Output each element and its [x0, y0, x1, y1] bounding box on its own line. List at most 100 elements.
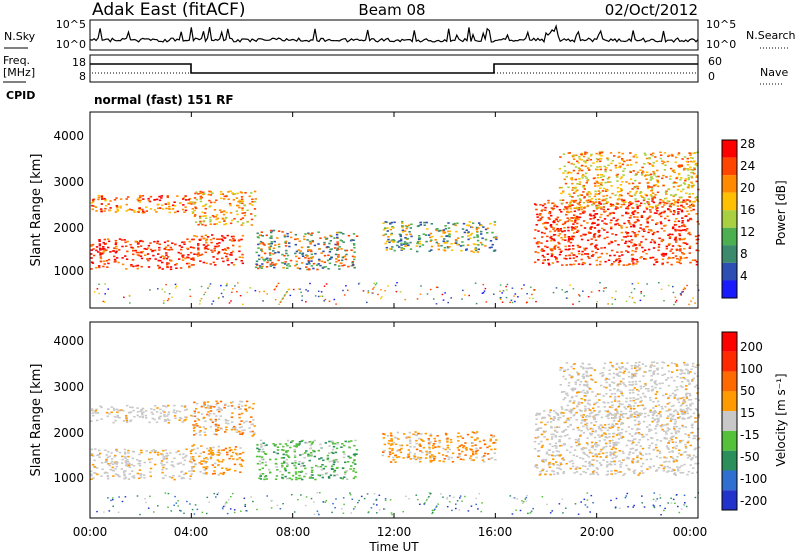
- scatter-cell: [598, 202, 601, 205]
- scatter-cell: [192, 470, 196, 472]
- scatter-cell: [589, 218, 592, 220]
- scatter-cell: [568, 460, 571, 463]
- ground-scatter-cell: [481, 292, 484, 294]
- scatter-cell: [221, 249, 225, 251]
- scatter-cell: [205, 239, 208, 242]
- scatter-cell: [126, 240, 129, 243]
- scatter-cell: [269, 257, 272, 260]
- scatter-cell: [548, 411, 552, 413]
- scatter-cell: [149, 451, 152, 454]
- scatter-cell: [324, 465, 327, 468]
- scatter-cell: [309, 447, 312, 450]
- scatter-cell: [558, 464, 561, 467]
- ground-scatter-cell: [171, 296, 173, 298]
- scatter-cell: [554, 430, 557, 432]
- ground-scatter-cell: [572, 303, 574, 305]
- scatter-cell: [562, 153, 566, 155]
- scatter-cell: [574, 228, 577, 230]
- ground-scatter-cell: [343, 294, 346, 296]
- scatter-cell: [663, 204, 666, 206]
- scatter-cell: [305, 263, 309, 265]
- scatter-cell: [595, 204, 598, 207]
- scatter-cell: [90, 268, 93, 270]
- scatter-cell: [649, 369, 652, 372]
- scatter-cell: [613, 463, 617, 466]
- scatter-cell: [464, 454, 467, 456]
- scatter-cell: [132, 253, 135, 256]
- scatter-cell: [607, 423, 610, 426]
- scatter-cell: [573, 221, 577, 223]
- scatter-cell: [610, 401, 614, 403]
- scatter-cell: [288, 265, 291, 267]
- scatter-cell: [566, 206, 570, 208]
- ground-scatter-cell: [394, 284, 397, 287]
- scatter-cell: [124, 464, 128, 467]
- scatter-cell: [332, 445, 336, 448]
- scatter-cell: [265, 444, 268, 446]
- ground-scatter-cell: [333, 298, 336, 301]
- scatter-cell: [605, 455, 609, 457]
- scatter-cell: [301, 255, 305, 257]
- scatter-cell: [670, 436, 673, 438]
- scatter-cell: [620, 437, 624, 439]
- scatter-cell: [589, 432, 592, 435]
- scatter-cell: [481, 459, 485, 461]
- scatter-cell: [458, 445, 461, 447]
- scatter-cell: [675, 248, 678, 251]
- scatter-cell: [413, 453, 417, 455]
- scatter-cell: [136, 407, 139, 409]
- scatter-cell: [474, 438, 477, 441]
- scatter-cell: [576, 207, 580, 210]
- scatter-cell: [91, 208, 94, 211]
- scatter-cell: [353, 454, 357, 457]
- scatter-cell: [184, 206, 187, 208]
- scatter-cell: [159, 256, 162, 259]
- scatter-cell: [303, 465, 306, 467]
- scatter-cell: [239, 400, 242, 403]
- scatter-cell: [623, 167, 626, 170]
- scatter-cell: [159, 408, 162, 411]
- scatter-cell: [564, 248, 567, 251]
- scatter-cell: [319, 237, 322, 239]
- ground-scatter-cell: [292, 288, 295, 291]
- scatter-cell: [149, 471, 152, 473]
- ground-scatter-cell: [506, 283, 509, 286]
- scatter-cell: [480, 224, 483, 227]
- scatter-cell: [592, 253, 595, 256]
- scatter-cell: [205, 456, 208, 459]
- scatter-cell: [694, 366, 697, 368]
- scatter-cell: [199, 254, 202, 256]
- scatter-cell: [251, 201, 254, 203]
- scatter-cell: [647, 202, 650, 204]
- scatter-cell: [544, 222, 547, 224]
- scatter-cell: [656, 180, 660, 182]
- scatter-cell: [308, 262, 311, 265]
- colorbar-frame: [721, 139, 738, 299]
- scatter-cell: [161, 471, 164, 474]
- scatter-cell: [418, 237, 421, 239]
- scatter-cell: [164, 203, 167, 205]
- scatter-cell: [561, 230, 564, 233]
- scatter-cell: [387, 442, 390, 445]
- ground-scatter-cell: [442, 299, 445, 301]
- scatter-cell: [188, 266, 191, 269]
- ground-scatter-cell: [123, 296, 125, 298]
- scatter-cell: [574, 218, 577, 221]
- scatter-cell: [604, 168, 607, 171]
- scatter-cell: [141, 413, 144, 415]
- scatter-cell: [268, 468, 271, 471]
- scatter-cell: [540, 249, 543, 251]
- scatter-cell: [697, 399, 701, 401]
- scatter-cell: [264, 464, 268, 467]
- scatter-cell: [564, 378, 567, 380]
- scatter-cell: [666, 200, 669, 202]
- scatter-cell: [158, 246, 161, 249]
- scatter-cell: [666, 429, 669, 432]
- scatter-cell: [328, 242, 331, 245]
- scatter-cell: [313, 439, 316, 442]
- scatter-cell: [229, 239, 232, 241]
- scatter-cell: [331, 460, 334, 462]
- scatter-cell: [202, 472, 205, 475]
- scatter-cell: [663, 210, 666, 213]
- scatter-cell: [633, 243, 636, 245]
